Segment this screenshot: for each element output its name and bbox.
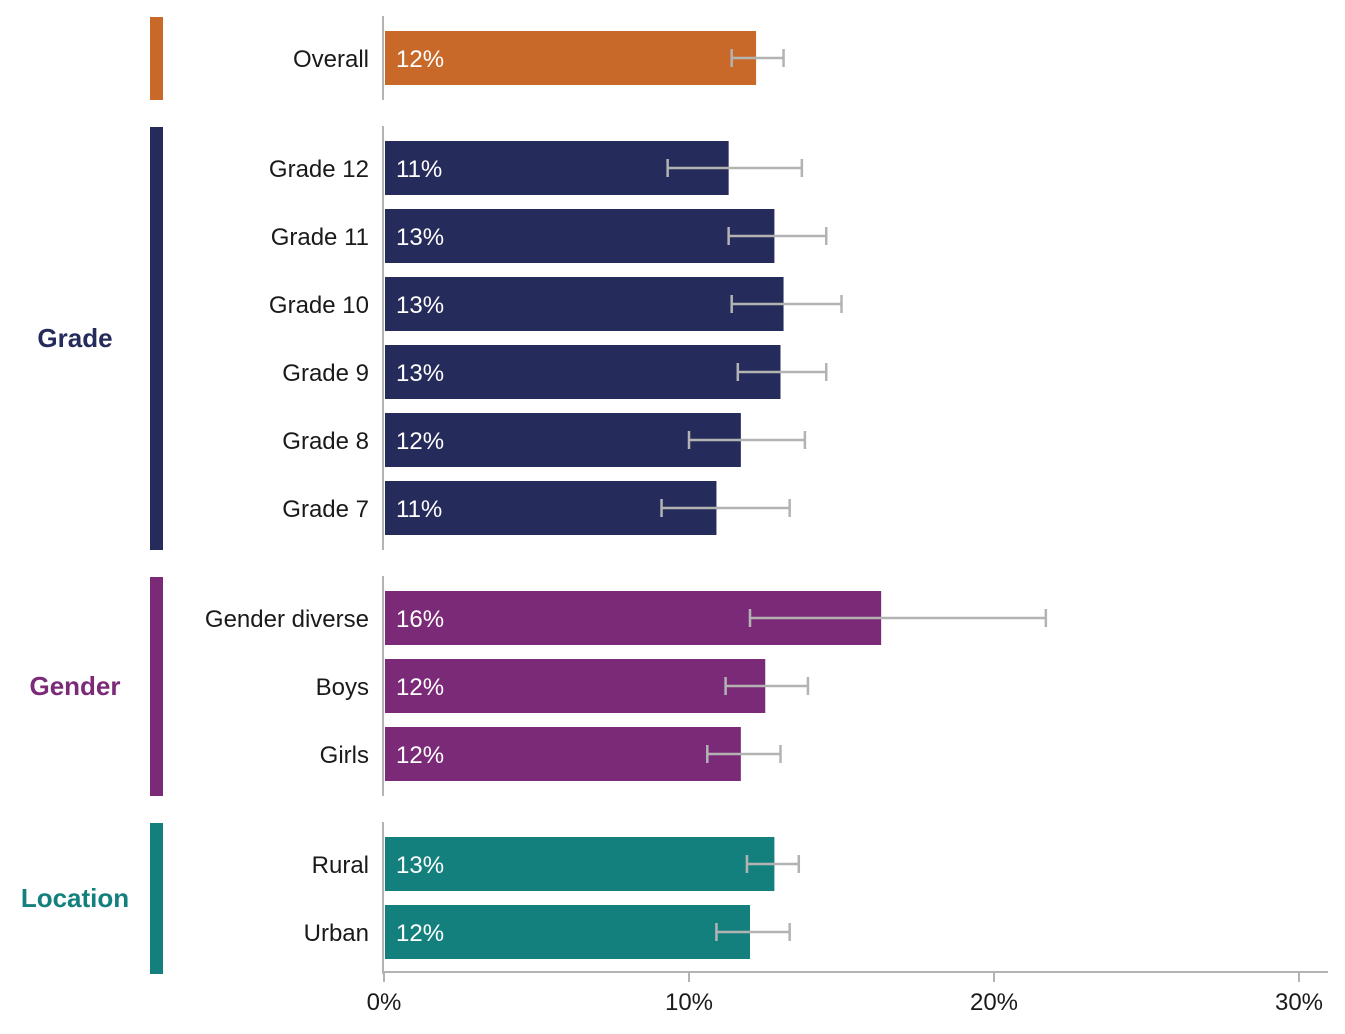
bar <box>385 277 784 331</box>
category-label: Urban <box>304 920 369 947</box>
bar <box>385 345 781 399</box>
category-label: Grade 10 <box>269 292 369 319</box>
bar <box>385 209 775 263</box>
category-label: Girls <box>320 742 369 769</box>
value-label: 16% <box>396 606 444 633</box>
group-color-bar <box>150 823 163 974</box>
value-label: 13% <box>396 224 444 251</box>
group-overall: Overall 12% <box>150 16 785 100</box>
value-label: 11% <box>396 156 442 183</box>
value-label: 13% <box>396 292 444 319</box>
x-tick-label: 10% <box>665 989 713 1016</box>
x-tick-label: 30% <box>1275 989 1323 1016</box>
group-label: Gender <box>29 671 120 701</box>
x-tick-label: 0% <box>367 989 402 1016</box>
bar <box>385 727 741 781</box>
value-label: 12% <box>396 920 444 947</box>
category-label: Grade 8 <box>282 428 369 455</box>
group-location: Rural 13% Urban 12% Location <box>21 822 801 974</box>
bar <box>385 31 757 85</box>
value-label: 13% <box>396 852 444 879</box>
bar <box>385 837 775 891</box>
group-grade: Grade 12 11% Grade 11 13% Grade 10 13% Grade 9… <box>37 126 843 550</box>
category-label: Grade 12 <box>269 156 369 183</box>
bar <box>385 905 750 959</box>
category-label: Overall <box>293 46 369 73</box>
bar <box>385 413 741 467</box>
category-label: Boys <box>316 674 369 701</box>
category-label: Grade 7 <box>282 496 369 523</box>
group-label: Location <box>21 883 129 913</box>
value-label: 12% <box>396 742 444 769</box>
value-label: 12% <box>396 46 444 73</box>
category-label: Grade 11 <box>271 224 369 251</box>
group-label: Grade <box>37 323 112 353</box>
group-color-bar <box>150 127 163 550</box>
group-gender: Gender diverse 16% Boys 12% Girls 12% Gender <box>29 576 1048 796</box>
category-label: Rural <box>312 852 369 879</box>
value-label: 11% <box>396 496 442 523</box>
x-tick-label: 20% <box>970 989 1018 1016</box>
value-label: 12% <box>396 674 444 701</box>
value-label: 13% <box>396 360 444 387</box>
group-color-bar <box>150 577 163 796</box>
value-label: 12% <box>396 428 444 455</box>
category-label: Grade 9 <box>282 360 369 387</box>
group-color-bar <box>150 17 163 100</box>
bar <box>385 659 766 713</box>
category-label: Gender diverse <box>205 606 369 633</box>
